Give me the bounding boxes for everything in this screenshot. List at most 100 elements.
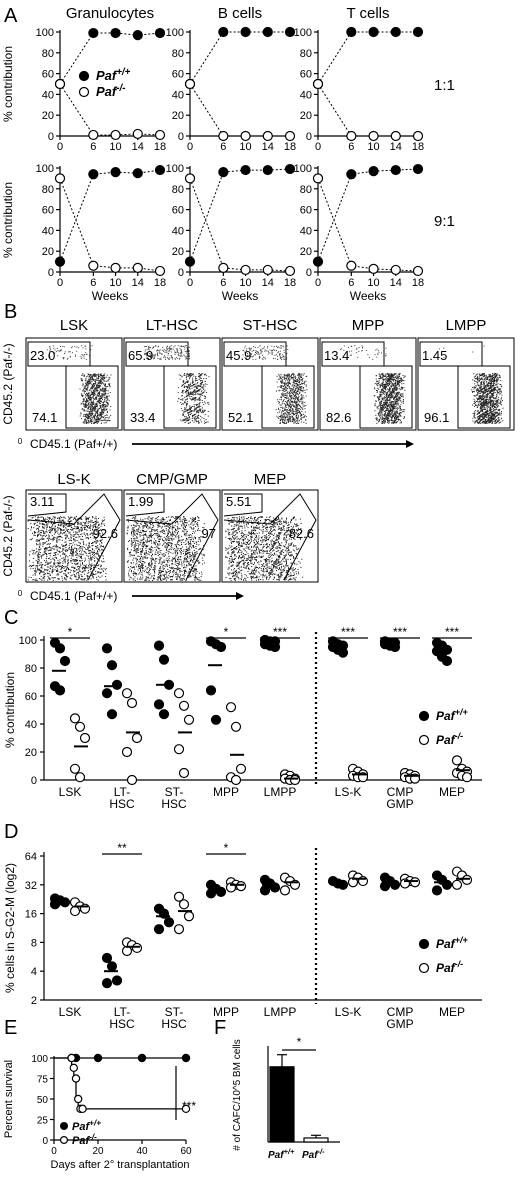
facs-event — [304, 408, 305, 409]
facs-event — [188, 392, 189, 393]
facs-event — [186, 416, 187, 417]
facs-event — [94, 407, 95, 408]
facs-event — [490, 415, 491, 416]
facs-event — [98, 380, 99, 381]
facs-event — [401, 387, 402, 388]
facs-event — [94, 375, 95, 376]
facs-event — [186, 357, 187, 358]
gate-value-bottom: 74.1 — [32, 410, 57, 425]
facs-event — [184, 409, 185, 410]
facs-event — [393, 395, 394, 396]
facs-event — [289, 406, 290, 407]
facs-event — [495, 413, 496, 414]
facs-event — [204, 395, 205, 396]
facs-event — [109, 395, 110, 396]
y-tick-label: 80 — [172, 48, 184, 60]
facs-event — [96, 389, 97, 390]
facs-event — [300, 409, 301, 410]
facs-event — [388, 415, 389, 416]
facs-event — [280, 387, 281, 388]
facs-event — [154, 358, 155, 359]
facs-event — [100, 389, 101, 390]
facs-event — [484, 400, 485, 401]
x-tick-label: 14 — [132, 277, 144, 289]
facs-event — [180, 346, 181, 347]
facs-event — [362, 345, 363, 346]
facs-event — [478, 396, 479, 397]
facs-event — [284, 388, 285, 389]
facs-event — [107, 396, 108, 397]
data-point-filled — [89, 29, 98, 38]
y-tick-label: 80 — [42, 184, 54, 196]
facs-event — [290, 420, 291, 421]
facs-event — [98, 382, 99, 383]
facs-event — [497, 390, 498, 391]
facs-event — [202, 400, 203, 401]
y-tick-label: 60 — [172, 205, 184, 217]
facs-event — [282, 382, 283, 383]
facs-event — [480, 398, 481, 399]
facs-event — [185, 359, 186, 360]
facs-event — [292, 393, 293, 394]
facs-event — [100, 379, 101, 380]
facs-event — [369, 357, 370, 358]
facs-event — [186, 377, 187, 378]
facs-event — [284, 374, 285, 375]
facs-event — [192, 392, 193, 393]
facs-event — [169, 348, 170, 349]
data-point-filled — [186, 257, 195, 266]
facs-event — [205, 390, 206, 391]
facs-event — [299, 420, 300, 421]
facs-event — [475, 376, 476, 377]
facs-event — [262, 348, 263, 349]
facs-event — [393, 414, 394, 415]
facs-event — [295, 389, 296, 390]
facs-event — [57, 348, 58, 349]
facs-event — [489, 399, 490, 400]
facs-event — [173, 346, 174, 347]
facs-event — [92, 387, 93, 388]
facs-event — [386, 414, 387, 415]
facs-event — [385, 348, 386, 349]
facs-event — [285, 386, 286, 387]
facs-event — [479, 376, 480, 377]
facs-event — [166, 352, 167, 353]
facs-event — [493, 421, 494, 422]
facs-event — [105, 422, 106, 423]
facs-event — [293, 418, 294, 419]
facs-event — [292, 401, 293, 402]
facs-event — [487, 405, 488, 406]
facs-event — [277, 412, 278, 413]
facs-event — [388, 396, 389, 397]
y-tick-label: 0 — [178, 131, 184, 143]
facs-event — [388, 413, 389, 414]
y-tick-label: 40 — [300, 225, 312, 237]
facs-event — [98, 417, 99, 418]
facs-event — [181, 352, 182, 353]
facs-event — [394, 421, 395, 422]
facs-event — [88, 421, 89, 422]
facs-event — [279, 416, 280, 417]
facs-event — [288, 382, 289, 383]
facs-event — [379, 382, 380, 383]
facs-event — [203, 388, 204, 389]
facs-event — [383, 383, 384, 384]
facs-event — [394, 412, 395, 413]
facs-event — [169, 357, 170, 358]
facs-event — [182, 385, 183, 386]
facs-event — [189, 385, 190, 386]
facs-event — [101, 407, 102, 408]
panel-letter-f: F — [214, 1017, 226, 1039]
facs-event — [267, 346, 268, 347]
facs-event — [190, 394, 191, 395]
facs-event — [389, 387, 390, 388]
facs-event — [490, 386, 491, 387]
facs-event — [488, 411, 489, 412]
facs-event — [483, 388, 484, 389]
facs-event — [395, 408, 396, 409]
facs-event — [108, 384, 109, 385]
facs-event — [179, 355, 180, 356]
facs-event — [374, 405, 375, 406]
facs-event — [400, 380, 401, 381]
facs-event — [398, 397, 399, 398]
